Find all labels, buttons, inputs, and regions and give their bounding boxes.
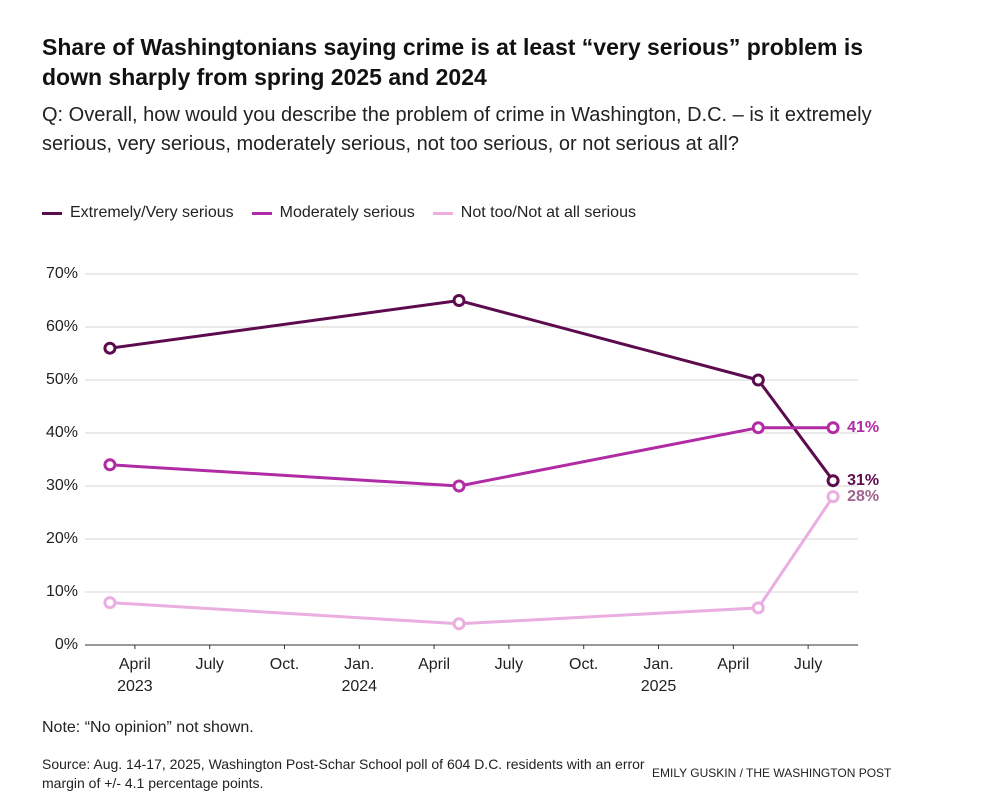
value-label: 28% (847, 488, 879, 505)
x-tick-label: July (494, 656, 524, 673)
chart-title: Share of Washingtonians saying crime is … (42, 34, 864, 90)
legend-label: Extremely/Very serious (70, 204, 234, 221)
data-point (452, 617, 466, 631)
legend: Extremely/Very serious Moderately serious… (42, 204, 636, 222)
y-tick-label: 30% (46, 477, 78, 494)
data-point (103, 341, 117, 355)
chart-subtitle: Q: Overall, how would you describe the p… (42, 104, 872, 155)
x-tick-label: July (195, 656, 224, 673)
y-tick-label: 40% (46, 424, 78, 441)
data-point (826, 474, 840, 488)
legend-swatch (251, 211, 272, 215)
legend-item: Not too/Not at all serious (432, 204, 636, 222)
legend-label: Not too/Not at all serious (460, 204, 636, 221)
y-tick-label: 60% (46, 318, 78, 335)
data-point (103, 596, 117, 610)
y-tick-label: 20% (46, 530, 78, 547)
y-tick-label: 0% (55, 636, 78, 653)
legend-label: Moderately serious (279, 204, 415, 221)
x-tick-label: April 2023 (117, 656, 153, 695)
series-line (109, 495, 835, 626)
legend-item: Moderately serious (251, 204, 415, 222)
x-tick-label: Oct. (269, 656, 300, 673)
data-point (751, 373, 765, 387)
y-tick-label: 50% (46, 371, 78, 388)
x-tick-label: April (418, 656, 451, 673)
legend-swatch (432, 211, 453, 215)
data-point (452, 294, 466, 307)
note: Note: “No opinion” not shown. (42, 719, 254, 736)
data-point (452, 479, 466, 493)
x-tick-label: July (793, 656, 823, 673)
series-line (109, 298, 835, 482)
value-label: 31% (847, 472, 879, 489)
x-tick-label: April (717, 656, 750, 673)
y-tick-label: 10% (46, 583, 78, 600)
credit: EMILY GUSKIN / THE WASHINGTON POST (652, 766, 892, 780)
y-tick-label: 70% (46, 265, 78, 282)
legend-item: Extremely/Very serious (42, 204, 234, 222)
source: Source: Aug. 14-17, 2025, Washington Pos… (42, 756, 645, 791)
legend-swatch (42, 211, 62, 215)
x-tick-label: Jan. 2024 (341, 656, 378, 695)
data-point (751, 601, 765, 615)
data-point (826, 490, 840, 504)
value-label: 41% (847, 419, 879, 436)
x-tick-label: Jan. 2025 (640, 656, 677, 695)
data-point (826, 421, 840, 435)
data-point (103, 458, 117, 472)
series-line (109, 426, 834, 488)
data-point (751, 421, 765, 435)
x-tick-label: Oct. (569, 656, 599, 673)
